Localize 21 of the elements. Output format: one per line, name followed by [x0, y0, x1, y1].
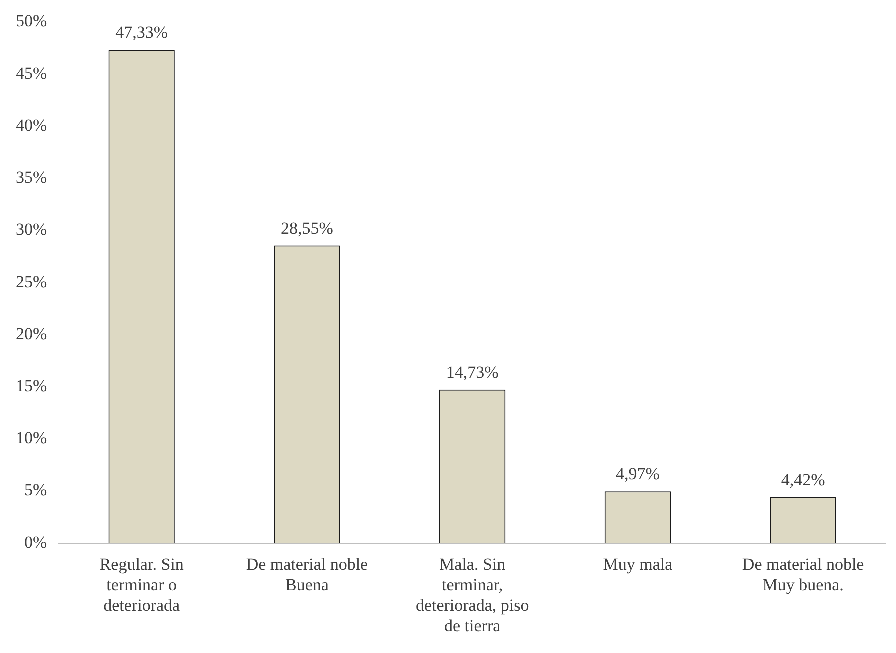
- y-tick-label: 5%: [24, 480, 48, 500]
- x-tick-label: De material noble Buena: [246, 555, 368, 594]
- y-tick-label: 35%: [16, 168, 48, 188]
- x-tick-label: Muy mala: [603, 555, 674, 574]
- data-label: 28,55%: [281, 218, 334, 238]
- y-tick-label: 45%: [16, 64, 48, 83]
- data-label: 14,73%: [446, 362, 499, 382]
- y-tick-label: 50%: [16, 12, 48, 31]
- data-label: 4,42%: [781, 470, 826, 490]
- data-label: 4,97%: [616, 464, 660, 484]
- y-tick-label: 25%: [16, 272, 48, 292]
- x-tick-label: De material noble Muy buena.: [742, 555, 864, 594]
- y-tick-label: 20%: [16, 324, 48, 344]
- y-tick-label: 10%: [16, 428, 48, 448]
- data-label: 47,33%: [116, 23, 168, 42]
- y-tick-label: 15%: [16, 376, 48, 396]
- y-tick-label: 0%: [24, 532, 48, 552]
- y-tick-label: 40%: [16, 116, 48, 135]
- x-tick-label: Regular. Sin terminar o deteriorada: [100, 555, 184, 615]
- y-tick-label: 30%: [16, 220, 48, 240]
- x-tick-label: Mala. Sin terminar, deteriorada, piso de tierra: [416, 555, 530, 636]
